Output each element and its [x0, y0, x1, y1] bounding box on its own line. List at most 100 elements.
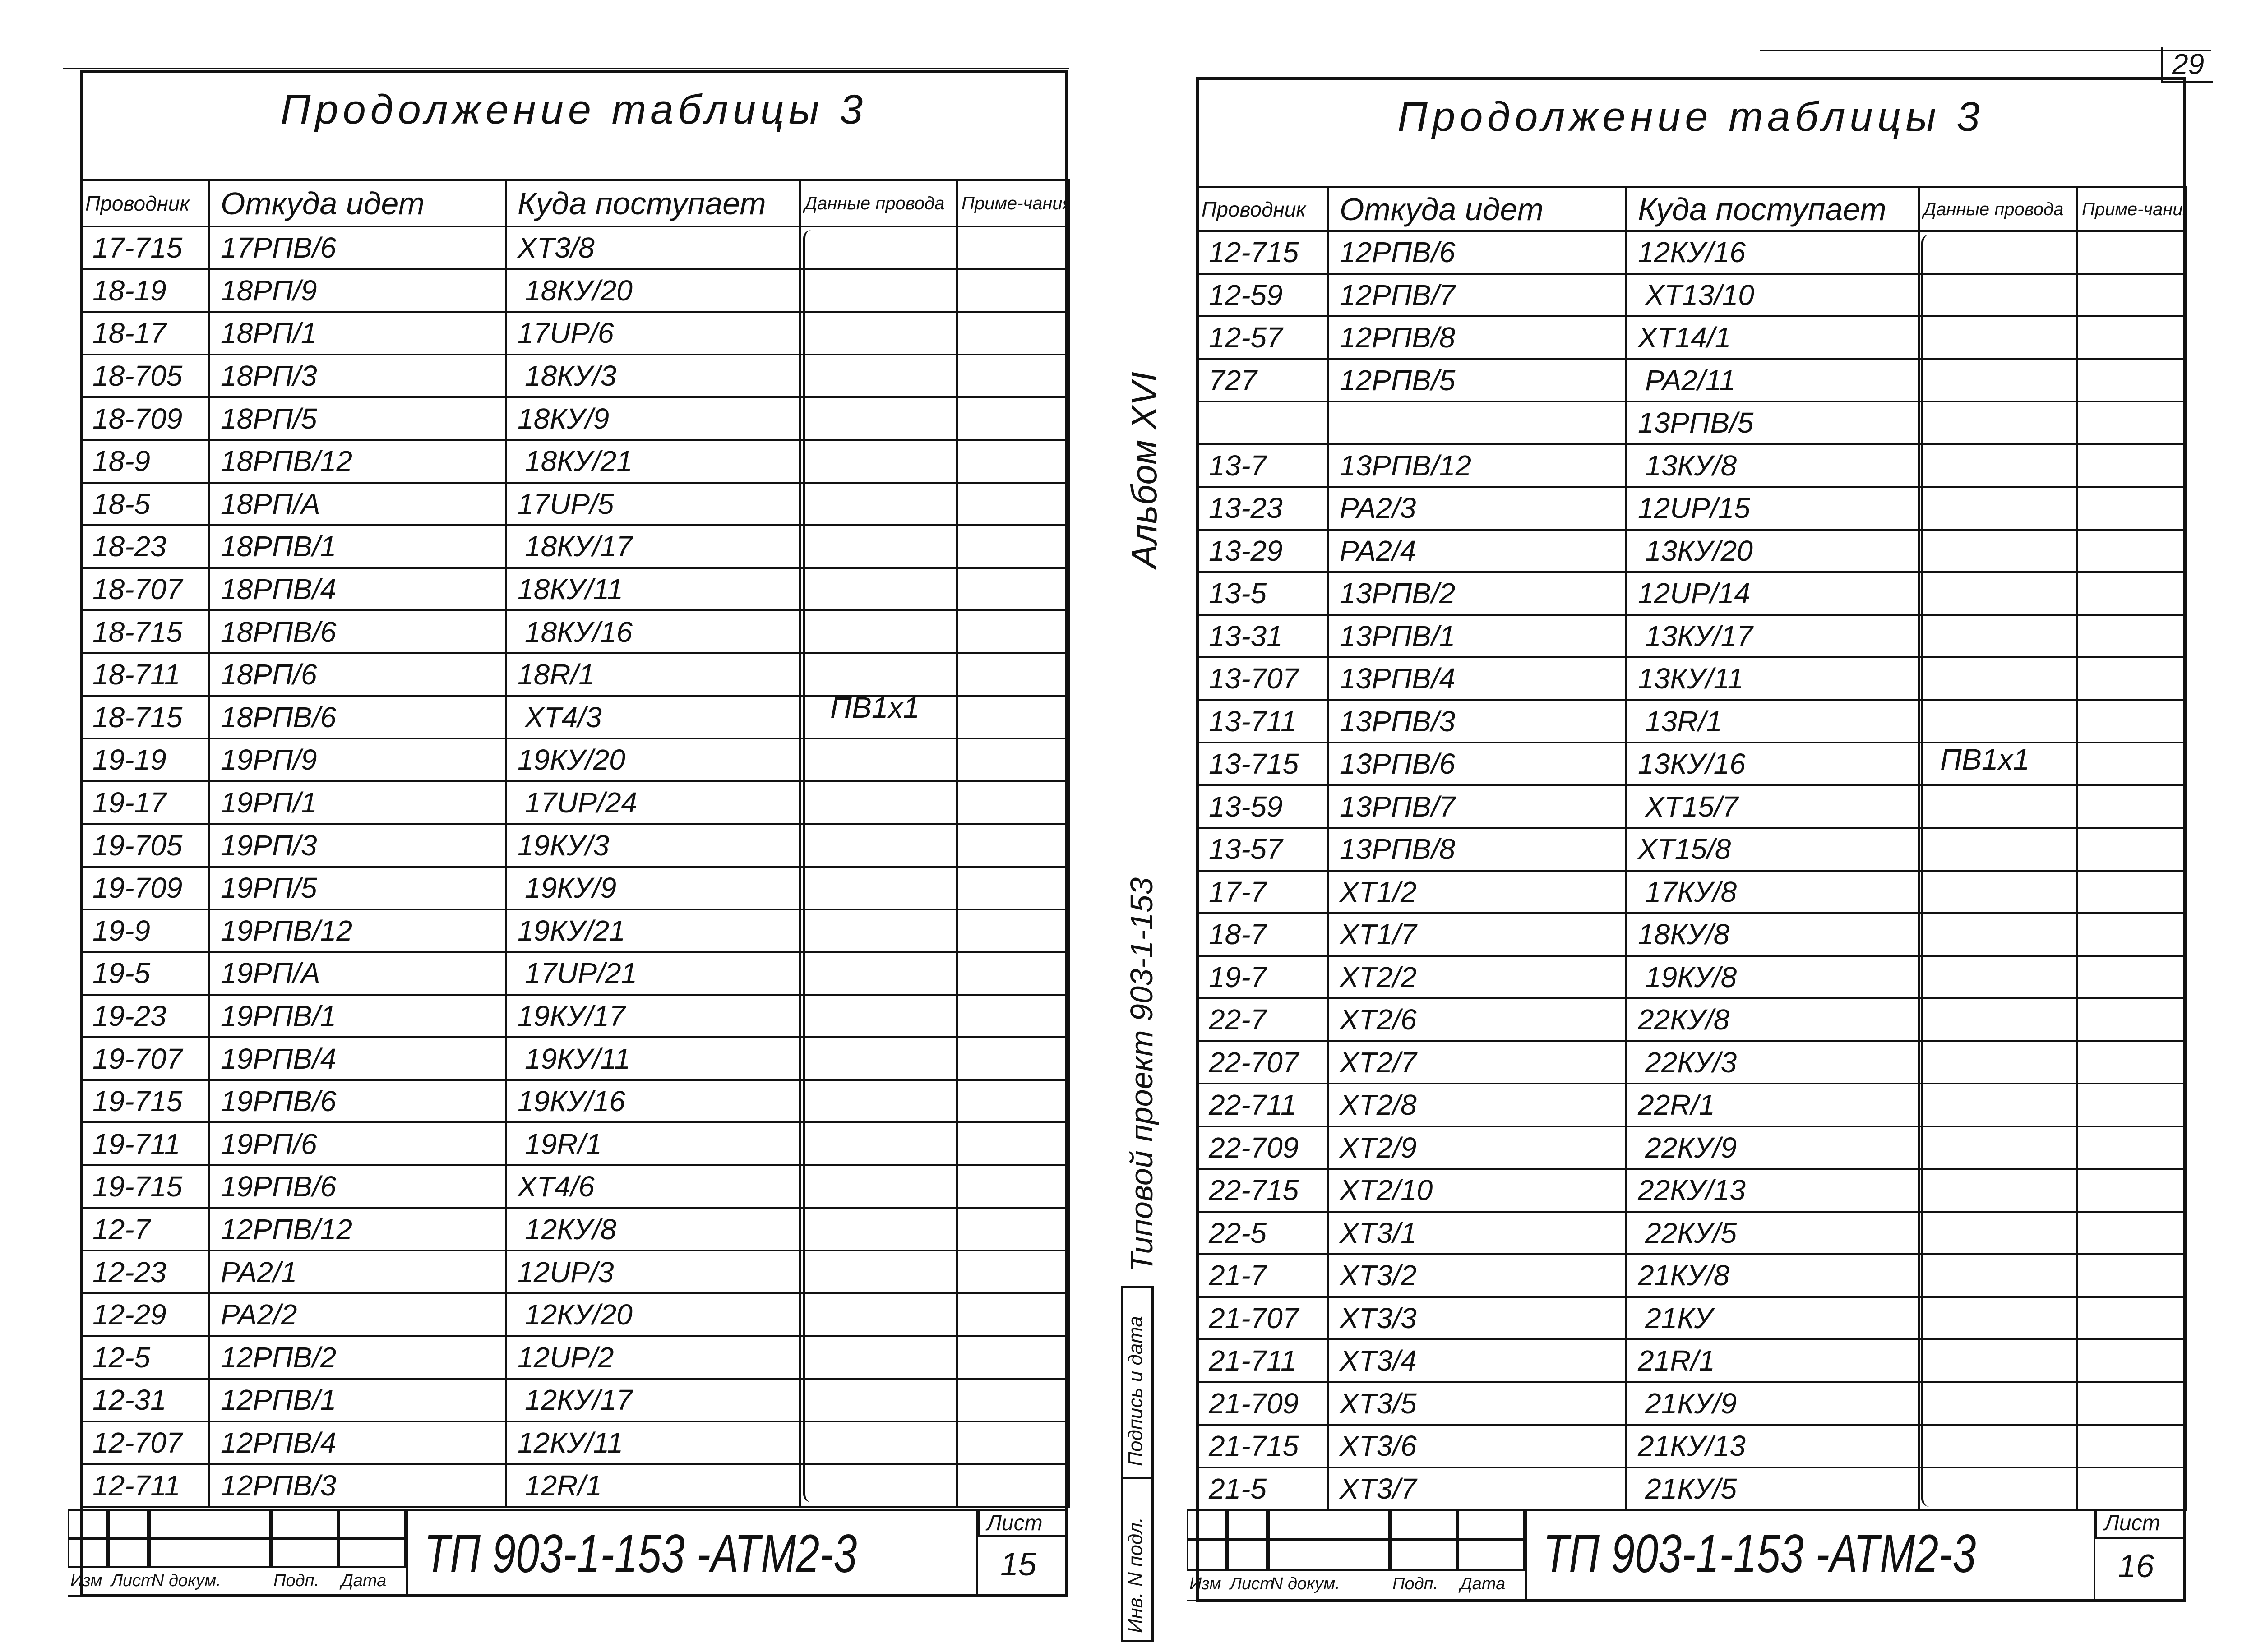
wire-data-cell — [799, 226, 958, 270]
wire-data-cell — [1918, 571, 2078, 616]
to-cell: 19КУ/21 — [505, 908, 801, 953]
to-cell: 21КУ/5 — [1625, 1466, 1920, 1511]
wire-data-cell — [1918, 742, 2078, 786]
wire-cell: 19-705 — [80, 823, 210, 868]
table-row: 19-711 19РП/6 19R/1 — [80, 1121, 1070, 1167]
to-cell: 19КУ/20 — [505, 738, 801, 782]
to-cell: 18КУ/9 — [505, 396, 801, 441]
wire-data-cell — [799, 1250, 958, 1294]
to-cell: 21КУ/8 — [1625, 1253, 1920, 1298]
wire-cell: 18-709 — [80, 396, 210, 441]
wire-cell: 13-715 — [1196, 742, 1329, 786]
to-cell: 18КУ/16 — [505, 609, 801, 654]
notes-cell — [956, 1335, 1070, 1380]
wire-cell: 18-711 — [80, 652, 210, 697]
notes-cell — [956, 1121, 1070, 1167]
wire-cell: 22-5 — [1196, 1210, 1329, 1255]
table-row: 13-715 13РПВ/6 13КУ/16 — [1196, 742, 2187, 786]
to-cell: 13R/1 — [1625, 699, 1920, 743]
to-cell: 13РПВ/5 — [1625, 401, 1920, 445]
wire-data-cell — [1918, 1168, 2078, 1213]
to-cell: 21КУ/9 — [1625, 1381, 1920, 1426]
table-row: 18-711 18РП/6 18R/1 — [80, 652, 1070, 697]
from-cell: 18РПВ/6 — [208, 609, 507, 654]
stamp-label: Изм — [70, 1571, 102, 1590]
wire-data-cell — [1918, 1125, 2078, 1170]
to-cell: 22КУ/5 — [1625, 1210, 1920, 1255]
from-cell: 12РПВ/4 — [208, 1420, 507, 1465]
stamp-label: Подп. — [1392, 1574, 1438, 1593]
header-row: Проводник Откуда идет Куда поступает Данные… — [80, 179, 1070, 227]
stamp-label: N докум. — [1271, 1574, 1340, 1593]
table-row: 18-23 18РПВ/1 18КУ/17 — [80, 524, 1070, 569]
notes-cell — [956, 268, 1070, 313]
column-header: Куда поступает — [505, 179, 801, 227]
wire-cell: 13-5 — [1196, 571, 1329, 616]
to-cell: 19КУ/17 — [505, 993, 801, 1038]
wire-data-cell — [799, 481, 958, 526]
notes-cell — [956, 524, 1070, 569]
from-cell: 18РПВ/4 — [208, 567, 507, 612]
wire-data-cell — [1918, 315, 2078, 360]
table-row: 21-709 ХТ3/5 21КУ/9 — [1196, 1381, 2187, 1426]
wire-cell: 18-5 — [80, 481, 210, 526]
table-row: 22-5 ХТ3/1 22КУ/5 — [1196, 1210, 2187, 1255]
wire-data-cell — [799, 1335, 958, 1380]
project-label: Типовой проект 903-1-153 — [1124, 877, 1159, 1272]
from-cell: ХТ3/6 — [1327, 1424, 1627, 1468]
table-row: 21-715 ХТ3/6 21КУ/13 — [1196, 1424, 2187, 1468]
table-row: 21-711 ХТ3/4 21R/1 — [1196, 1338, 2187, 1383]
notes-cell — [956, 951, 1070, 996]
table-row: 12-5 12РПВ/2 12UР/2 — [80, 1335, 1070, 1380]
table-row: 19-9 19РПВ/12 19КУ/21 — [80, 908, 1070, 953]
from-cell: 13РПВ/2 — [1327, 571, 1627, 616]
notes-cell — [2076, 699, 2187, 743]
table-row: 13-7 13РПВ/12 13КУ/8 — [1196, 443, 2187, 488]
from-cell: ХТ2/6 — [1327, 997, 1627, 1042]
table-row: 21-7 ХТ3/2 21КУ/8 — [1196, 1253, 2187, 1298]
table-row: 18-17 18РП/1 17UР/6 — [80, 311, 1070, 355]
table-row: 12-715 12РПВ/6 12КУ/16 — [1196, 230, 2187, 275]
stamp-cell — [68, 1538, 108, 1568]
wire-cell: 22-709 — [1196, 1125, 1329, 1170]
stamp-label: N докум. — [152, 1571, 221, 1590]
stamp-label: Подп. — [273, 1571, 319, 1590]
from-cell: 19РП/3 — [208, 823, 507, 868]
wire-data-cell — [799, 1463, 958, 1508]
wire-cell: 19-715 — [80, 1079, 210, 1124]
column-header: Приме-чания — [956, 179, 1070, 227]
to-cell: 12R/1 — [505, 1463, 801, 1508]
notes-cell — [2076, 1466, 2187, 1511]
from-cell: 18РП/5 — [208, 396, 507, 441]
wire-data-cell — [799, 1121, 958, 1167]
table-row: 13-31 13РПВ/1 13КУ/17 — [1196, 614, 2187, 658]
to-cell: 19КУ/8 — [1625, 955, 1920, 999]
notes-cell — [2076, 1125, 2187, 1170]
table-row: 12-59 12РПВ/7 ХТ13/10 — [1196, 272, 2187, 317]
wire-data-cell — [1918, 1424, 2078, 1468]
wire-cell: 18-705 — [80, 353, 210, 398]
wire-cell: 18-23 — [80, 524, 210, 569]
notes-cell — [956, 738, 1070, 782]
bracket-right — [1921, 235, 1932, 1507]
wire-cell: 21-715 — [1196, 1424, 1329, 1468]
wire-data-cell — [799, 1164, 958, 1209]
notes-cell — [956, 1378, 1070, 1422]
stamp-label: Лист — [111, 1571, 155, 1590]
wire-data-cell — [799, 353, 958, 398]
wire-data-cell — [1918, 955, 2078, 999]
wire-cell: 18-715 — [80, 609, 210, 654]
wire-cell: 18-9 — [80, 438, 210, 484]
to-cell: 22КУ/9 — [1625, 1125, 1920, 1170]
notes-cell — [2076, 912, 2187, 957]
table-row: 18-7 ХТ1/7 18КУ/8 — [1196, 912, 2187, 957]
wire-data-cell — [1918, 1466, 2078, 1511]
from-cell: 18РП/3 — [208, 353, 507, 398]
table-row: 19-23 19РПВ/1 19КУ/17 — [80, 993, 1070, 1038]
to-cell: РА2/11 — [1625, 358, 1920, 402]
stamp-label: Изм — [1189, 1574, 1221, 1593]
wire-cell: 19-17 — [80, 780, 210, 825]
notes-cell — [2076, 1296, 2187, 1340]
to-cell: 22КУ/8 — [1625, 997, 1920, 1042]
wire-spec-left: ПВ1х1 — [830, 691, 920, 724]
